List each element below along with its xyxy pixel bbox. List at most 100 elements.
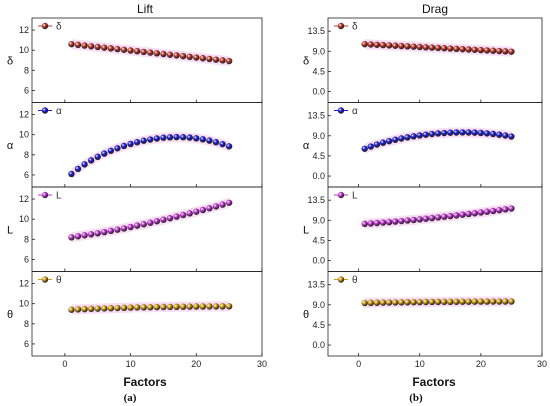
y-tick-label: 12 xyxy=(19,25,29,35)
data-point xyxy=(404,299,411,306)
chart-b-xlabel: Factors xyxy=(412,375,456,389)
legend-label: θ xyxy=(352,275,358,286)
panel-0-3: 6 8 10 12 θ θ 0 10 20 30 xyxy=(7,271,267,369)
data-point xyxy=(81,305,88,313)
data-point xyxy=(508,205,515,212)
data-point xyxy=(489,47,497,54)
data-point xyxy=(193,54,200,61)
data-point xyxy=(453,212,460,219)
data-point xyxy=(361,220,368,228)
panel-ylabel: θ xyxy=(7,309,13,321)
data-point xyxy=(114,145,121,152)
data-point xyxy=(140,221,147,228)
data-point xyxy=(453,45,460,53)
data-point xyxy=(225,143,233,150)
data-point xyxy=(153,135,161,142)
chart-b-title: Drag xyxy=(422,2,448,16)
data-point xyxy=(434,214,442,221)
data-point xyxy=(173,52,180,59)
data-point xyxy=(133,139,141,146)
data-point xyxy=(465,129,472,136)
data-point xyxy=(489,130,497,138)
chart-lift: 6 8 10 12 δ δ 6 8 10 12 α α 6 8 10 12 L L 6 8 10 12 θ θ 0 10 20 30 xyxy=(7,17,267,369)
data-point xyxy=(404,217,411,224)
data-point xyxy=(153,218,161,225)
data-point xyxy=(74,233,82,240)
data-point xyxy=(379,139,387,146)
legend-label: L xyxy=(352,191,358,202)
panel-1-1: 0.0 4.5 9.0 13.5 α α xyxy=(303,102,543,188)
data-point xyxy=(120,142,128,150)
data-point xyxy=(74,41,82,49)
legend-marker xyxy=(41,191,49,199)
data-point xyxy=(101,228,108,236)
y-tick-label: 6 xyxy=(24,170,29,180)
data-point xyxy=(477,298,485,305)
data-point xyxy=(179,134,187,141)
data-point xyxy=(440,129,448,137)
data-point xyxy=(114,226,121,233)
data-point xyxy=(471,298,478,305)
data-point xyxy=(428,130,436,138)
data-point xyxy=(94,153,101,161)
panel-frame xyxy=(327,17,543,103)
data-point xyxy=(173,133,180,141)
data-point xyxy=(410,43,417,50)
data-point xyxy=(483,130,491,137)
data-point xyxy=(212,56,220,63)
data-point xyxy=(160,50,167,58)
data-point xyxy=(385,42,393,49)
data-point xyxy=(459,211,466,218)
panel-ylabel: δ xyxy=(303,55,309,67)
data-point xyxy=(193,208,200,215)
panel-ylabel: δ xyxy=(7,55,13,67)
y-tick-label: 4.5 xyxy=(312,320,325,330)
data-point xyxy=(160,303,167,311)
legend-marker xyxy=(41,22,49,30)
data-point xyxy=(404,134,411,141)
data-point xyxy=(422,44,430,51)
data-point xyxy=(212,203,220,210)
data-point xyxy=(133,47,141,55)
chart-drag: 0.0 4.5 9.0 13.5 δ δ 0.0 4.5 9.0 13.5 α α 0.0 4.5 9.0 1… xyxy=(303,17,547,369)
data-point xyxy=(127,304,134,311)
legend-marker xyxy=(337,107,345,114)
data-point xyxy=(147,219,154,226)
data-point xyxy=(166,214,174,222)
y-tick-label: 9.0 xyxy=(312,300,325,310)
y-tick-label: 9.0 xyxy=(312,131,325,141)
data-point xyxy=(440,213,448,220)
legend-label: θ xyxy=(56,275,62,286)
data-point xyxy=(392,42,399,49)
data-point xyxy=(459,129,466,136)
data-point xyxy=(107,227,115,235)
data-point xyxy=(367,299,374,307)
x-tick-label: 10 xyxy=(415,359,425,369)
legend-label: α xyxy=(352,106,358,117)
data-point xyxy=(101,150,108,157)
data-point xyxy=(489,298,497,305)
data-point xyxy=(114,45,121,53)
data-point xyxy=(225,57,233,65)
y-tick-label: 8 xyxy=(24,150,29,160)
data-point xyxy=(440,45,448,52)
data-point xyxy=(367,143,374,150)
data-point xyxy=(199,55,207,62)
chart-a-title: Lift xyxy=(137,2,154,16)
data-point xyxy=(199,303,207,310)
data-point xyxy=(379,41,387,49)
data-point xyxy=(186,53,193,61)
data-point xyxy=(81,161,88,168)
data-point xyxy=(385,299,393,306)
panel-ylabel: α xyxy=(7,140,14,152)
data-point xyxy=(193,303,200,310)
y-tick-label: 13.5 xyxy=(307,26,325,36)
panel-0-0: 6 8 10 12 δ δ xyxy=(7,17,263,103)
data-point xyxy=(68,170,75,178)
data-point xyxy=(459,298,466,305)
data-point xyxy=(87,231,95,238)
data-point xyxy=(160,134,167,141)
data-point xyxy=(422,215,430,222)
data-point xyxy=(477,129,485,137)
data-point xyxy=(483,298,491,305)
